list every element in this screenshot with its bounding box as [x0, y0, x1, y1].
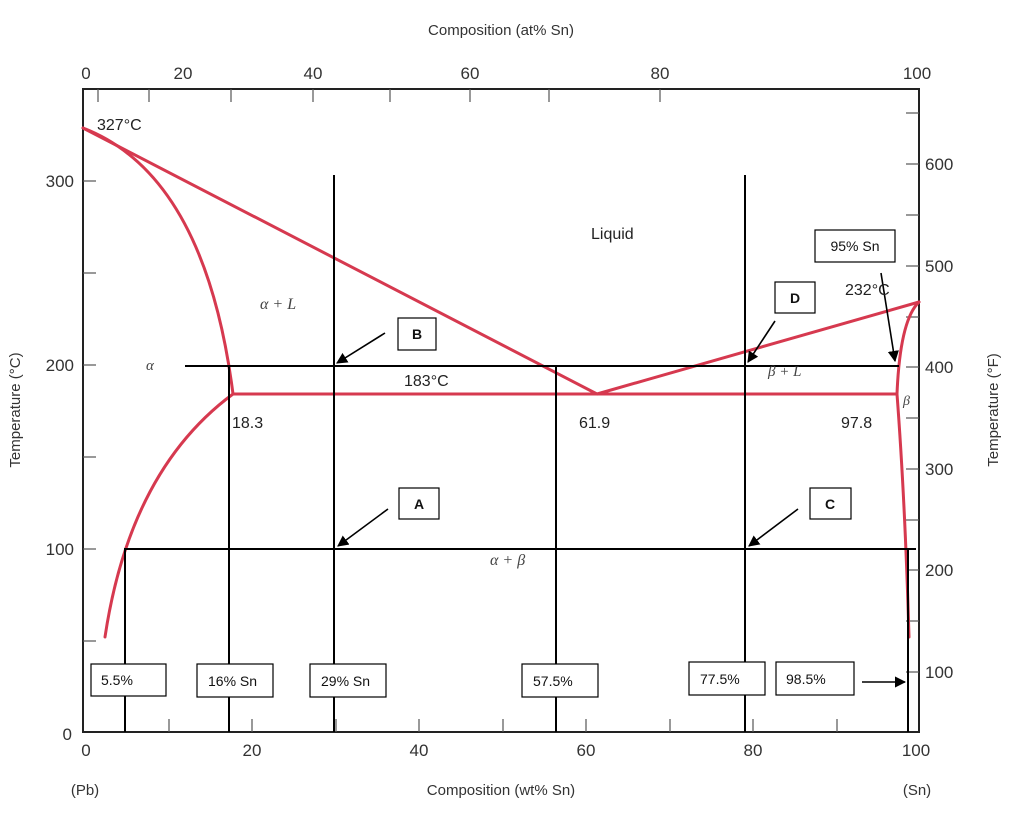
- left-tick-label: 100: [46, 540, 74, 559]
- top-tick-label: 60: [461, 64, 480, 83]
- bottom-tick-label: 100: [902, 741, 930, 760]
- arrow-c: [748, 508, 799, 547]
- left-tick-label: 300: [46, 172, 74, 191]
- eutectic-temp-label: 183°C: [404, 373, 449, 390]
- top-tick-label: 20: [174, 64, 193, 83]
- box-c: C: [809, 487, 852, 520]
- liquidus-pb-side: [81, 126, 599, 396]
- left-tick-label: 200: [46, 356, 74, 375]
- right-tick-label: 100: [925, 663, 953, 682]
- guide-lines: [124, 175, 916, 732]
- box-a: A: [398, 487, 440, 520]
- right-tick-label: 500: [925, 257, 953, 276]
- box-98-5-text: 98.5%: [786, 671, 826, 687]
- arrow-b: [336, 332, 386, 364]
- box-29-sn-text: 29% Sn: [321, 673, 370, 689]
- top-tick-label: 80: [651, 64, 670, 83]
- box-16-sn: 16% Sn: [196, 663, 274, 698]
- bottom-tick-label: 0: [81, 741, 90, 760]
- box-77-5-text: 77.5%: [700, 671, 740, 687]
- top-tick-label: 0: [81, 64, 90, 83]
- box-95-sn: 95% Sn: [814, 229, 896, 263]
- alpha-beta-region-label: α + β: [490, 552, 525, 569]
- liquid-label: Liquid: [591, 226, 634, 243]
- top-tick-label: 40: [304, 64, 323, 83]
- alpha-region-label: α: [146, 358, 155, 374]
- pointer-arrows: [336, 272, 907, 688]
- right-tick-label: 200: [925, 561, 953, 580]
- right-axis-ticks: 600 500 400 300 200 100: [925, 155, 953, 682]
- plot-frame: [82, 88, 920, 733]
- pb-end-label: (Pb): [71, 782, 99, 799]
- bottom-tick-label: 20: [243, 741, 262, 760]
- pb-melting-point: 327°C: [97, 117, 142, 134]
- left-tick-label: 0: [63, 725, 72, 744]
- right-axis-title: Temperature (°F): [985, 353, 1002, 467]
- beta-liquid-region-label: β + L: [767, 364, 801, 380]
- box-98-5: 98.5%: [775, 661, 855, 696]
- alpha-composition-label: 18.3: [232, 415, 263, 432]
- solidus-beta: [895, 300, 921, 396]
- box-b: B: [397, 317, 437, 351]
- box-77-5: 77.5%: [688, 661, 766, 696]
- box-57-5: 57.5%: [521, 663, 599, 698]
- top-axis-title: Composition (at% Sn): [428, 22, 574, 39]
- eutectic-composition-label: 61.9: [579, 415, 610, 432]
- alpha-liquid-region-label: α + L: [260, 296, 296, 313]
- box-57-5-text: 57.5%: [533, 673, 573, 689]
- solvus-alpha: [103, 392, 235, 639]
- sn-melting-point: 232°C: [845, 282, 890, 299]
- left-axis-title: Temperature (°C): [7, 352, 24, 467]
- top-axis-ticks: 0 20 40 60 80 100: [81, 64, 931, 83]
- arrow-d: [747, 320, 776, 363]
- bottom-tick-label: 80: [744, 741, 763, 760]
- right-tick-label: 300: [925, 460, 953, 479]
- solidus-alpha: [81, 126, 235, 396]
- annotation-boxes: B A D C 95% Sn 5.5% 16% Sn 29% Sn: [90, 229, 896, 698]
- box-5-5-text: 5.5%: [101, 672, 133, 688]
- box-16-sn-text: 16% Sn: [208, 673, 257, 689]
- beta-composition-label: 97.8: [841, 415, 872, 432]
- left-axis-ticks: 300 200 100 0: [46, 172, 74, 744]
- box-d: D: [774, 281, 816, 314]
- box-d-text: D: [790, 290, 800, 306]
- right-tick-label: 600: [925, 155, 953, 174]
- bottom-tick-label: 60: [577, 741, 596, 760]
- box-95-sn-text: 95% Sn: [830, 238, 879, 254]
- beta-region-label: β: [902, 394, 910, 409]
- bottom-axis-title: Composition (wt% Sn): [427, 782, 575, 799]
- right-tick-label: 400: [925, 358, 953, 377]
- arrow-95: [880, 272, 899, 363]
- box-c-text: C: [825, 496, 835, 512]
- box-5-5: 5.5%: [90, 663, 167, 697]
- bottom-tick-label: 40: [410, 741, 429, 760]
- tick-marks: [83, 89, 919, 732]
- arrow-a: [337, 508, 389, 547]
- box-b-text: B: [412, 326, 422, 342]
- sn-end-label: (Sn): [903, 782, 931, 799]
- box-29-sn: 29% Sn: [309, 663, 387, 698]
- top-tick-label: 100: [903, 64, 931, 83]
- box-a-text: A: [414, 496, 424, 512]
- bottom-axis-ticks: 0 20 40 60 80 100: [81, 741, 930, 760]
